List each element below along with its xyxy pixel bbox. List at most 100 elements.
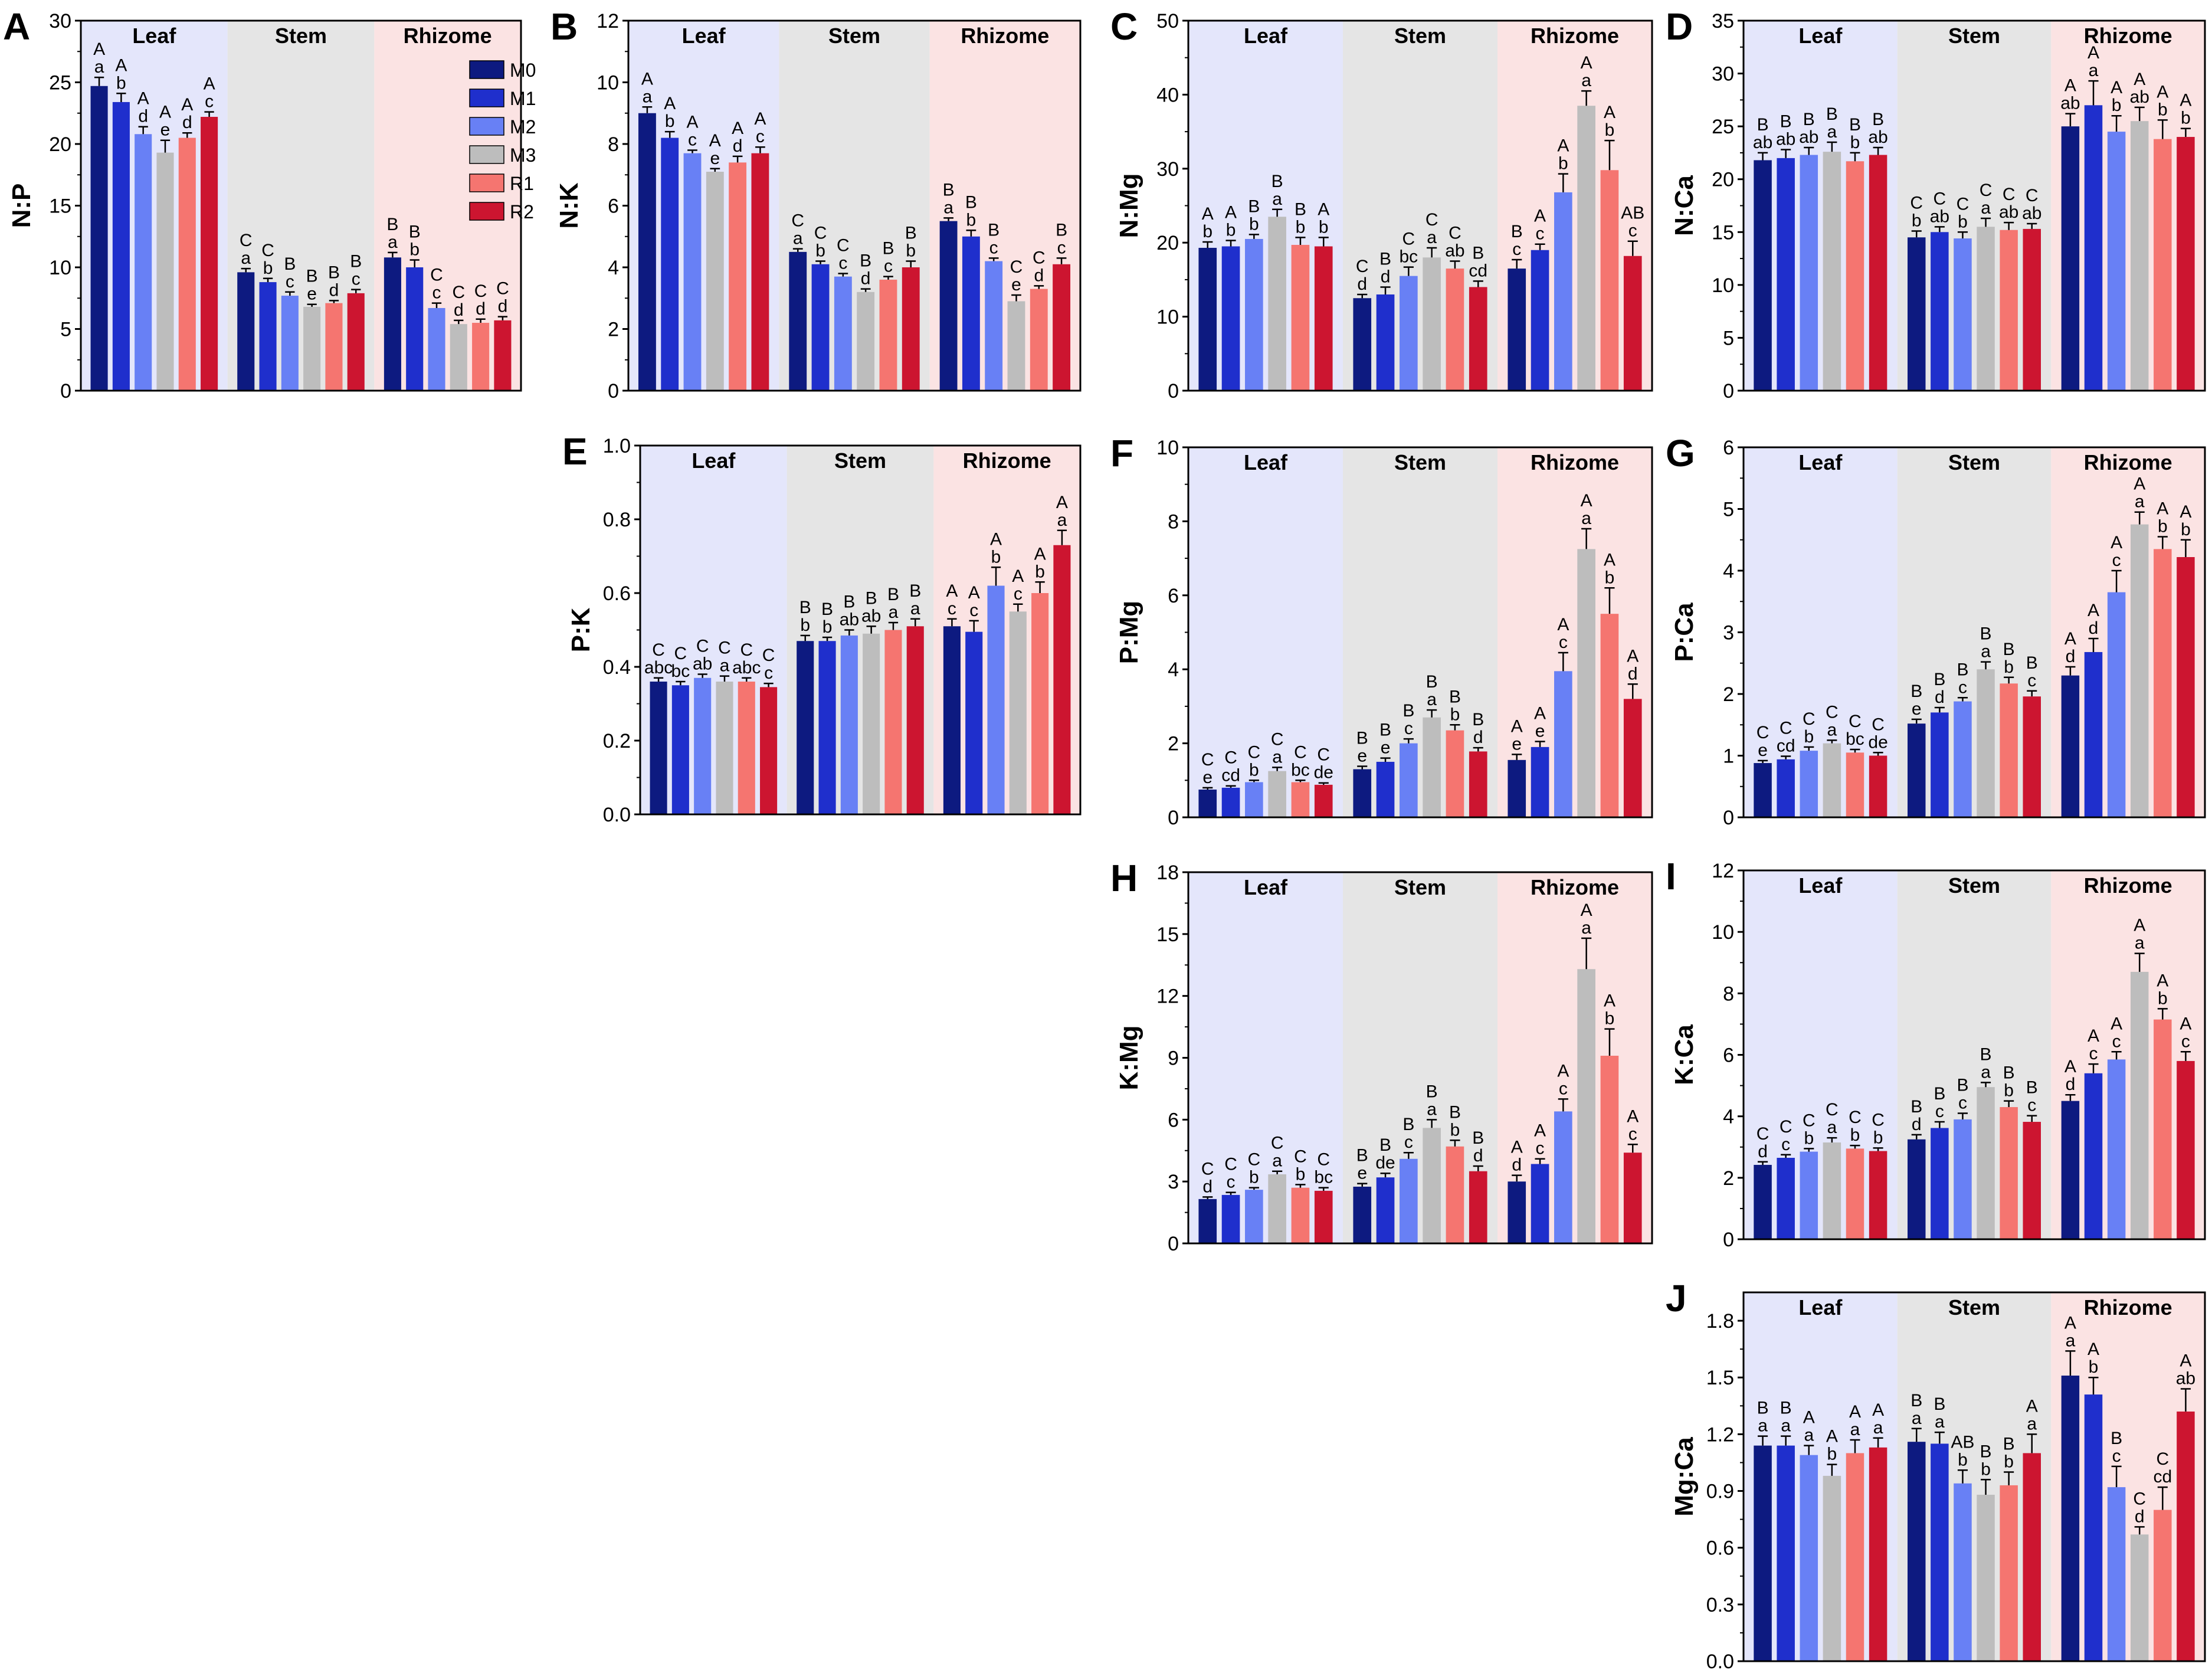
sig-lower-h: d	[1512, 1155, 1522, 1175]
sig-upper-e: A	[1056, 493, 1068, 512]
error-bar-i-rhizome-m0	[2065, 1093, 2076, 1101]
sig-lower-a: a	[388, 233, 398, 252]
y-tick-label-i: 12	[1712, 860, 1734, 882]
sig-upper-e: C	[652, 640, 665, 660]
sig-upper-j: A	[1803, 1408, 1815, 1428]
sig-upper-e: C	[718, 639, 731, 658]
group-label-rhizome: Rhizome	[404, 24, 492, 48]
group-label-rhizome: Rhizome	[2084, 450, 2172, 474]
sig-upper-d: B	[1872, 110, 1884, 129]
sig-upper-j: C	[2156, 1449, 2169, 1469]
error-bar-i-stem-m0	[1911, 1134, 1922, 1140]
panel-letter-c: C	[1110, 5, 1138, 48]
sig-upper-d: A	[2111, 78, 2122, 97]
sig-lower-h: bc	[1314, 1168, 1333, 1187]
bar-h-rhizome-m0	[1508, 1181, 1526, 1243]
sig-lower-j: b	[2089, 1357, 2099, 1377]
sig-lower-e: abc	[732, 658, 761, 677]
sig-upper-d: B	[1826, 104, 1838, 124]
sig-upper-g: C	[1872, 715, 1885, 734]
group-label-leaf: Leaf	[1244, 875, 1288, 899]
sig-lower-h: c	[1559, 1079, 1568, 1098]
bar-h-leaf-m3	[1268, 1174, 1286, 1243]
error-bar-a-rhizome-m2	[431, 302, 442, 308]
y-tick-label-e: 0.4	[603, 656, 631, 679]
bar-d-stem-r1	[2000, 230, 2018, 391]
sig-upper-c: C	[1356, 257, 1369, 276]
sig-lower-a: d	[476, 299, 486, 319]
sig-lower-e: a	[720, 656, 730, 676]
y-tick-label-h: 0	[1168, 1233, 1179, 1255]
sig-lower-f: e	[1381, 738, 1391, 758]
sig-upper-e: B	[909, 581, 921, 601]
sig-upper-h: B	[1356, 1146, 1368, 1165]
y-tick-label-c: 0	[1168, 380, 1179, 402]
sig-lower-h: b	[1450, 1120, 1460, 1140]
error-bar-b-stem-m3	[860, 288, 871, 292]
error-bar-g-leaf-r1	[1850, 748, 1860, 753]
sig-lower-c: b	[1249, 214, 1259, 234]
sig-lower-g: e	[1912, 699, 1922, 719]
sig-upper-g: A	[2134, 474, 2145, 494]
error-bar-j-rhizome-r1	[2157, 1486, 2168, 1510]
sig-upper-j: AB	[1951, 1432, 1974, 1452]
sig-lower-a: c	[205, 92, 214, 112]
sig-lower-c: b	[1202, 222, 1212, 241]
bar-e-rhizome-m1	[965, 631, 983, 814]
error-bar-i-leaf-r2	[1873, 1147, 1883, 1151]
y-tick-label-h: 18	[1156, 862, 1179, 884]
sig-lower-a: a	[241, 248, 251, 268]
panel-letter-a: A	[3, 5, 30, 48]
sig-upper-a: C	[496, 279, 509, 299]
error-bar-f-rhizome-m0	[1512, 754, 1522, 760]
sig-upper-b: A	[641, 69, 653, 89]
error-bar-g-leaf-m3	[1827, 739, 1837, 744]
error-bar-b-rhizome-m2	[988, 257, 999, 261]
error-bar-j-stem-r1	[2004, 1471, 2014, 1485]
sig-lower-a: b	[409, 240, 420, 259]
group-label-leaf: Leaf	[1798, 1295, 1843, 1320]
sig-lower-b: c	[989, 238, 998, 257]
group-label-stem: Stem	[1948, 450, 2000, 474]
error-bar-a-leaf-m1	[116, 93, 126, 102]
sig-upper-e: B	[887, 585, 899, 604]
bar-j-leaf-r2	[1869, 1447, 1887, 1661]
y-axis-label-d: N:Ca	[1670, 175, 1699, 236]
sig-lower-f: c	[1559, 633, 1568, 652]
error-bar-d-rhizome-m3	[2134, 106, 2145, 122]
sig-lower-f: d	[1628, 664, 1638, 683]
error-bar-i-leaf-r1	[1850, 1144, 1860, 1149]
bar-f-stem-r2	[1469, 751, 1487, 817]
bar-b-leaf-r1	[729, 162, 747, 391]
error-bar-g-rhizome-m0	[2065, 666, 2076, 676]
bar-a-stem-m0	[237, 272, 255, 391]
sig-lower-j: c	[2112, 1446, 2121, 1466]
panel-letter-d: D	[1666, 5, 1693, 48]
sig-upper-e: B	[866, 588, 877, 608]
y-tick-label-g: 4	[1723, 560, 1734, 582]
sig-lower-g: e	[1758, 741, 1768, 760]
sig-lower-g: b	[1804, 727, 1814, 747]
sig-lower-h: b	[1249, 1168, 1259, 1187]
bar-b-rhizome-r2	[1053, 264, 1071, 391]
sig-upper-j: B	[1757, 1399, 1769, 1418]
sig-upper-e: B	[843, 592, 855, 612]
error-bar-b-leaf-m2	[687, 149, 697, 153]
sig-upper-b: B	[1056, 220, 1067, 240]
error-bar-g-leaf-m1	[1781, 755, 1791, 759]
y-axis-label-j: Mg:Ca	[1670, 1437, 1699, 1517]
sig-upper-h: B	[1449, 1102, 1461, 1122]
sig-upper-j: A	[2026, 1396, 2038, 1416]
bar-g-leaf-r1	[1846, 752, 1864, 817]
sig-lower-g: c	[2027, 671, 2036, 690]
bar-g-rhizome-r1	[2154, 549, 2172, 817]
bar-f-stem-m0	[1353, 769, 1372, 817]
y-tick-label-i: 4	[1723, 1106, 1734, 1128]
y-tick-label-i: 8	[1723, 983, 1734, 1005]
error-bar-j-rhizome-m2	[2111, 1465, 2122, 1488]
bar-e-leaf-m3	[716, 682, 733, 814]
error-bar-a-stem-r2	[351, 289, 361, 293]
y-tick-label-b: 2	[608, 319, 619, 341]
sig-upper-f: C	[1294, 742, 1307, 762]
error-bar-e-stem-m0	[800, 634, 810, 641]
